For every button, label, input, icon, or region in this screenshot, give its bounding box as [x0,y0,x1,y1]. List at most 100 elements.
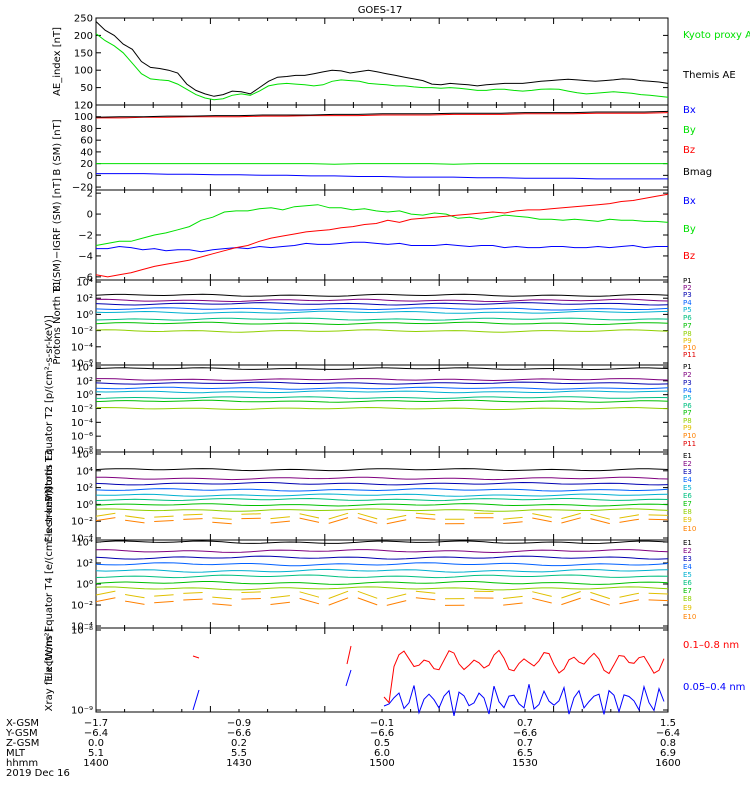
legend-entry: P7 [683,322,692,330]
y-tick-label: 0 [87,101,93,112]
x-row-value: −0.9 [227,718,251,729]
series-line [95,193,669,278]
panel-frame [95,104,669,191]
series-line [95,310,669,314]
series-line [95,406,669,411]
legend-entry: P9 [683,424,692,432]
series-line [95,493,669,497]
y-tick-label: 150 [74,48,93,59]
legend-entry: 0.1–0.8 nm [683,640,739,651]
y-tick-label: 10⁴ [76,466,93,477]
legend-entry: P4 [683,299,692,307]
legend-entry: E7 [683,587,692,595]
y-axis-label: Protons North T1 [52,280,63,364]
legend-entry: E3 [683,555,692,563]
y-tick-label: −4 [78,251,93,262]
legend-entry: Kyoto proxy AE [683,30,750,41]
legend-entry: E10 [683,613,696,621]
x-row-value: 5.5 [231,748,247,759]
y-tick-label: −2 [78,231,93,242]
panel-3: 2 0 −2 −4 −6 B (SM)−IGRF (SM) [nT] Bx By Bz [52,178,696,292]
x-row-label: Y-GSM [5,728,38,739]
series-line [95,555,669,560]
x-row-value: 5.1 [88,748,104,759]
series-line [383,649,665,704]
legend-entry: P11 [683,351,696,359]
legend-entry: P3 [683,379,692,387]
legend-entry: E8 [683,508,692,516]
x-row-value: −6.6 [513,728,537,739]
y-tick-label: 50 [80,83,93,94]
legend-entry: Bx [683,196,696,207]
series-line [95,317,669,321]
y-tick-label: 10² [76,483,93,494]
x-row-label: X-GSM [6,718,39,729]
y-tick-label: 10⁻⁹ [71,706,93,717]
legend-entry: E5 [683,571,692,579]
y-tick-label: 10⁴ [76,278,93,289]
y-tick-label: 10⁻⁶ [71,359,93,370]
series-line [383,684,665,717]
y-tick-label: 0 [87,210,93,221]
y-tick-label: 10⁰ [76,310,93,321]
legend-entry: P8 [683,330,692,338]
y-tick-label: 10⁻² [71,601,93,612]
series-line [95,517,669,525]
x-row-value: −6.4 [656,728,680,739]
series-line [95,386,669,390]
series-line [95,574,669,579]
series-line [95,488,669,492]
x-row-value: −6.4 [84,728,108,739]
legend-entry: P5 [683,394,692,402]
x-row-value: 0.2 [231,738,247,749]
y-tick-label: 250 [74,14,93,25]
x-axis-table: X-GSM −1.7 −0.9 −0.1 0.7 1.5 Y-GSM −6.4 −6.6 −6.6… [5,718,681,779]
y-tick-label: −6 [78,272,93,283]
y-axis-label: B (SM) [nT] [52,119,63,175]
legend-entry: E9 [683,604,692,612]
series-line [95,293,669,297]
series-line [192,645,352,665]
panel-frame [95,17,669,106]
y-tick-label: 10⁰ [76,580,93,591]
x-row-value: 6.5 [517,748,533,759]
legend-entry: By [683,125,696,136]
legend-entry: E6 [683,579,692,587]
y-axis-label: Electrons Equator T4 [e/(cm²-s-sr-keV)] [44,486,55,681]
x-row-value: 6.0 [374,748,390,759]
y-tick-label: 10⁻⁸ [71,626,93,637]
legend-entry: P3 [683,291,692,299]
legend-entry: P1 [683,277,692,285]
y-tick-label: 10⁻⁴ [71,534,93,545]
x-row-value: 6.9 [660,748,676,759]
y-tick-label: 10² [76,294,93,305]
y-tick-label: 10⁰ [76,390,93,401]
legend-entry: P2 [683,284,692,292]
panel-7: 10⁴ 10² 10⁰ 10⁻² 10⁻⁴ Electrons Equator T4 [e… [44,486,696,681]
series-line [95,508,669,512]
legend-entry: P10 [683,344,696,352]
legend-entry: P11 [683,440,696,448]
panel-8: 10⁻⁸ 10⁻⁹ Xray flux [W/m²] 0.1–0.8 nm 0.05–0… [44,626,745,717]
series-line [95,204,669,246]
x-row-value: −0.1 [370,718,394,729]
x-row-value: −6.6 [227,728,251,739]
series-line [95,586,669,591]
legend-entry: E2 [683,547,692,555]
x-row-value: 1400 [83,758,108,769]
y-tick-label: 80 [80,124,93,135]
legend-entry: 0.05–0.4 nm [683,682,745,693]
legend-entry: Bmag [683,167,712,178]
panel-1: 250 200 150 100 50 0 AE_index [nT] Kyoto proxy … [52,14,750,112]
y-tick-label: 100 [74,112,93,123]
series-line [95,512,669,520]
legend-entry: E1 [683,452,692,460]
series-line [95,367,669,371]
x-row-value: −6.6 [370,728,394,739]
legend-entry: P1 [683,363,692,371]
series-line [95,503,669,507]
legend-entry: E8 [683,595,692,603]
x-row-value: 1500 [369,758,394,769]
x-row-label: Z-GSM [6,738,39,749]
